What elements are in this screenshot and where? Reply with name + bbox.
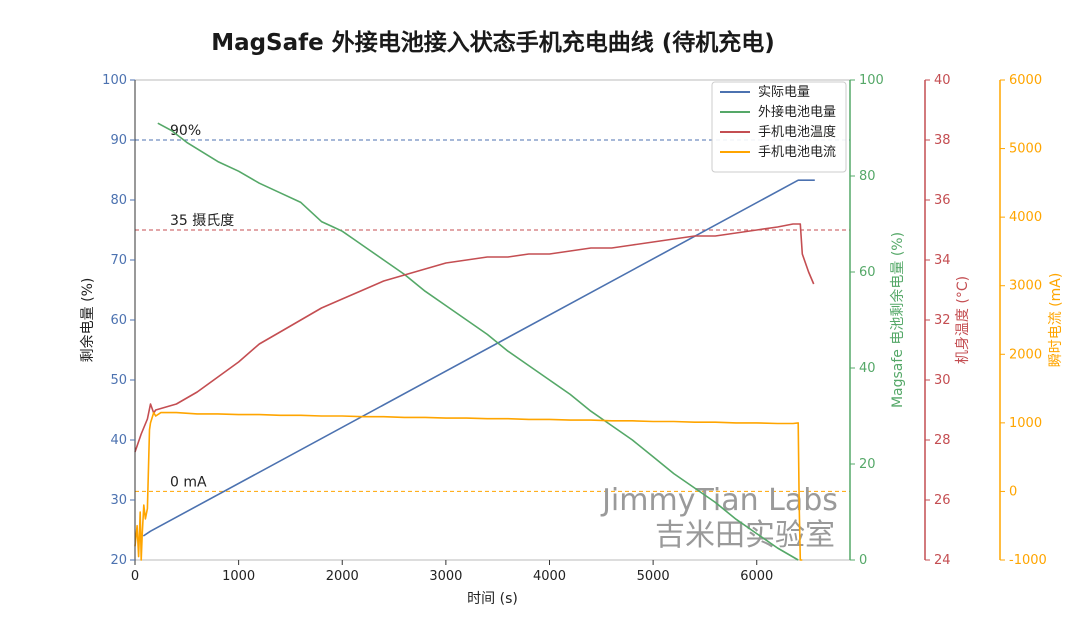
- left-tick-label: 20: [110, 553, 127, 568]
- right3-tick-label: 6000: [1009, 73, 1042, 88]
- x-tick-label: 5000: [637, 569, 670, 584]
- x-tick-label: 1000: [222, 569, 255, 584]
- x-tick-label: 6000: [740, 569, 773, 584]
- right3-tick-label: 5000: [1009, 142, 1042, 157]
- watermark-line-1: JimmyTian Labs: [600, 483, 838, 518]
- right2-tick-label: 24: [934, 553, 951, 568]
- right3-tick-label: 0: [1009, 484, 1017, 499]
- right2-tick-label: 30: [934, 373, 951, 388]
- left-tick-label: 80: [110, 193, 127, 208]
- right1-tick-label: 40: [859, 361, 876, 376]
- right2-tick-label: 40: [934, 73, 951, 88]
- right1-tick-label: 0: [859, 553, 867, 568]
- right2-tick-label: 38: [934, 133, 951, 148]
- legend-label: 手机电池温度: [758, 124, 836, 140]
- series-line-1: [157, 122, 799, 561]
- left-tick-label: 70: [110, 253, 127, 268]
- left-tick-label: 50: [110, 373, 127, 388]
- right3-tick-label: 1000: [1009, 416, 1042, 431]
- chart-title: MagSafe 外接电池接入状态手机充电曲线 (待机充电): [211, 29, 775, 56]
- legend-label: 外接电池电量: [758, 104, 836, 120]
- left-tick-label: 90: [110, 133, 127, 148]
- right2-tick-label: 26: [934, 493, 951, 508]
- reference-label: 35 摄氏度: [170, 213, 234, 229]
- right3-tick-label: 2000: [1009, 347, 1042, 362]
- left-axis-label: 剩余电量 (%): [79, 278, 96, 363]
- right3-axis-label: 瞬时电流 (mA): [1048, 273, 1064, 368]
- right1-tick-label: 100: [859, 73, 884, 88]
- legend-label: 实际电量: [758, 85, 810, 100]
- right2-tick-label: 28: [934, 433, 951, 448]
- x-tick-label: 4000: [533, 569, 566, 584]
- right1-tick-label: 60: [859, 265, 876, 280]
- legend-box: [711, 81, 847, 173]
- right3-tick-label: 4000: [1009, 210, 1042, 225]
- x-tick-label: 0: [131, 569, 139, 584]
- x-tick-label: 2000: [326, 569, 359, 584]
- series-line-3: [134, 411, 803, 561]
- reference-label: 90%: [170, 123, 201, 139]
- right2-tick-label: 32: [934, 313, 951, 328]
- right2-axis-label: 机身温度 (°C): [955, 276, 971, 364]
- left-tick-label: 100: [102, 73, 127, 88]
- right3-tick-label: 3000: [1009, 279, 1042, 294]
- right2-tick-label: 34: [934, 253, 951, 268]
- right2-tick-label: 36: [934, 193, 951, 208]
- left-tick-label: 40: [110, 433, 127, 448]
- reference-lines: 90% 35 摄氏度 0 mA: [135, 123, 850, 492]
- legend-label: 手机电池电流: [758, 145, 836, 160]
- watermark-line-2: 吉米田实验室: [655, 518, 835, 553]
- series-line-0: [142, 179, 815, 537]
- series-lines: [134, 122, 815, 561]
- x-tick-label: 3000: [429, 569, 462, 584]
- x-axis-label: 时间 (s): [467, 591, 518, 607]
- left-tick-label: 60: [110, 313, 127, 328]
- left-tick-label: 30: [110, 493, 127, 508]
- series-line-2: [134, 223, 815, 453]
- right1-tick-label: 80: [859, 169, 876, 184]
- reference-label: 0 mA: [170, 474, 207, 490]
- right1-axis-label: Magsafe 电池剩余电量 (%): [889, 232, 906, 408]
- right1-tick-label: 20: [859, 457, 876, 472]
- right3-tick-label: -1000: [1009, 553, 1047, 568]
